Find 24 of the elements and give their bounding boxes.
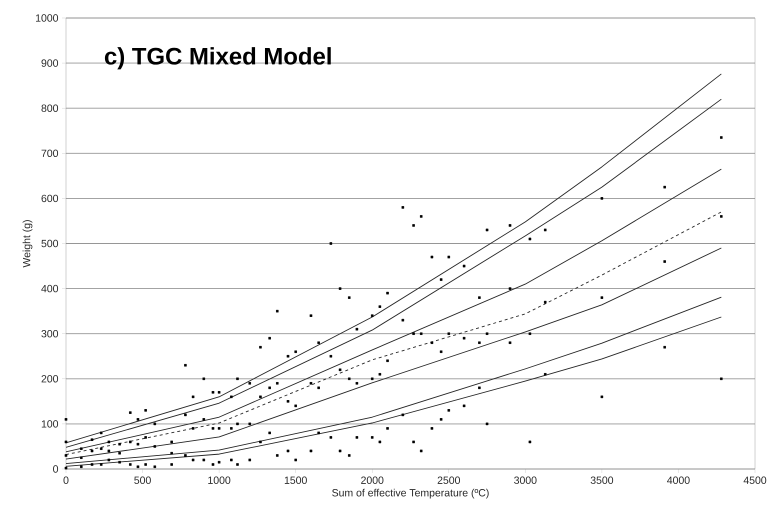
y-tick-label: 100 [42,420,58,428]
y-tick-label: 700 [42,150,58,158]
y-tick-label: 300 [41,330,58,338]
y-tick-label: 800 [41,104,58,112]
x-tick-label: 1500 [284,476,307,484]
y-tick-label: 500 [41,240,58,248]
x-tick-label: 2500 [438,476,460,484]
y-tick-label: 200 [42,375,58,383]
text: c) TGC Mixed Model [104,47,331,70]
x-tick-label: 4000 [667,476,690,484]
y-axis-title: Weight (g) [22,220,32,268]
x-tick-label: 1000 [208,476,230,484]
x-tick-label: 500 [134,476,151,484]
x-tick-label: 0 [63,476,68,484]
y-tick-label: 900 [42,59,58,67]
x-tick-label: 3500 [590,476,614,484]
y-tick-label: 600 [42,194,58,202]
x-tick-label: 3000 [514,476,537,484]
y-tick-label: 400 [41,284,58,292]
y-tick-label: 1000 [36,14,58,22]
y-tick-label: 0 [53,465,58,473]
x-axis-title: Sum of effective Temperature (ºC) [332,488,489,499]
x-tick-label: 4500 [744,476,766,484]
x-tick-label: 2000 [361,476,384,484]
